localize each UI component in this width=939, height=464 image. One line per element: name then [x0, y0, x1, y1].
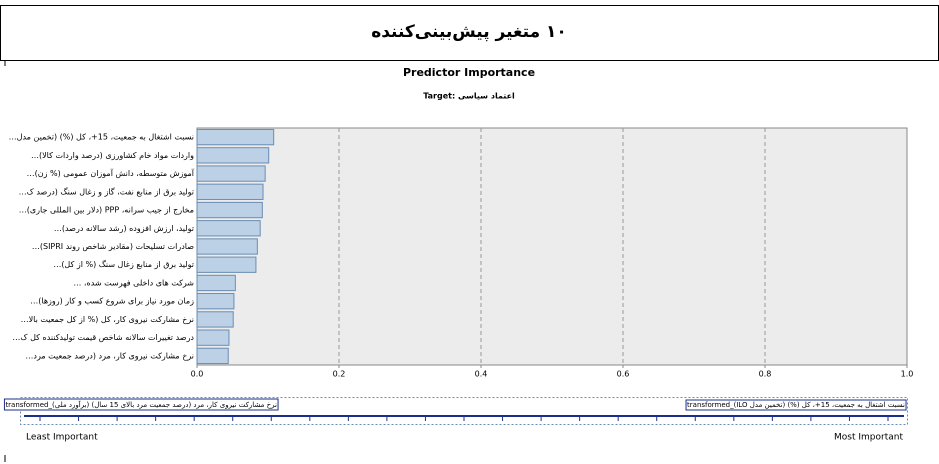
y-tick-label: مخارج از جیب سرانه، PPP (دلار بین المللی… [19, 206, 194, 215]
y-tick-label: نسبت اشتغال به جمعیت، 15+، کل (%) (تخمین… [9, 133, 194, 142]
plot-area [196, 127, 908, 366]
y-tick-label: تولید برق از منابع زغال سنگ (% از کل)… [53, 259, 194, 269]
slider-max-label: Most Important [834, 433, 903, 443]
bar[interactable] [196, 329, 230, 346]
bar[interactable] [196, 147, 270, 164]
y-tick-label: تولید، ارزش افزوده (رشد سالانه درصد)… [54, 224, 194, 233]
page-title: ۱۰ متغیر پیش‌بینی‌کننده [371, 22, 567, 42]
slider-min-field: نرخ مشارکت نیروی کار، مرد (درصد جمعیت مر… [5, 400, 277, 409]
bar[interactable] [196, 256, 257, 273]
y-tick-label: واردات مواد خام کشاورزی (درصد واردات کال… [31, 151, 194, 160]
y-tick-label: صادرات تسلیحات (مقادیر شاخص روند SIPRI)… [32, 242, 194, 251]
bar[interactable] [196, 201, 263, 219]
y-tick-label: درصد تغییرات سالانه شاخص قیمت تولیدکننده… [12, 333, 194, 342]
bar[interactable] [196, 183, 264, 200]
slider-field-box [685, 399, 907, 411]
bar[interactable] [196, 311, 234, 328]
x-tick-label: 0.0 [191, 370, 204, 379]
slider-min-label: Least Important [26, 433, 98, 443]
bar[interactable] [196, 220, 261, 237]
x-tick-label: 0.2 [333, 370, 346, 379]
bar[interactable] [196, 347, 229, 365]
bar[interactable] [196, 165, 266, 182]
header-box [0, 5, 939, 61]
bar[interactable] [196, 274, 236, 292]
bar[interactable] [196, 238, 258, 255]
y-tick-label: آموزش متوسطه، دانش آموزان عمومی (% زن)… [27, 168, 195, 178]
chart-title: Predictor Importance [403, 66, 535, 79]
slider-field-box [3, 398, 279, 411]
y-tick-label: نرخ مشارکت نیروی کار، مرد (درصد جمعیت مر… [25, 351, 194, 360]
chart-subtitle: Target: اعتماد سیاسی [423, 92, 515, 101]
bar[interactable] [196, 128, 275, 146]
y-tick-label: تولید برق از منابع نفت، گاز و زغال سنگ (… [19, 186, 194, 196]
x-tick-label: 0.8 [759, 370, 772, 379]
bar[interactable] [196, 293, 235, 310]
x-tick-label: 0.4 [475, 370, 488, 379]
y-tick-label: شرکت های داخلی فهرست شده، … [73, 278, 194, 287]
y-tick-label: زمان مورد نیاز برای شروع کسب و کار (روزه… [30, 297, 194, 306]
slider-max-field: نسبت اشتغال به جمعیت، 15+، کل (%) (تخمین… [687, 401, 905, 409]
y-tick-label: نرخ مشارکت نیروی کار، کل (% از کل جمعیت … [21, 315, 194, 324]
x-tick-label: 0.6 [617, 370, 630, 379]
x-tick-label: 1.0 [901, 370, 914, 379]
